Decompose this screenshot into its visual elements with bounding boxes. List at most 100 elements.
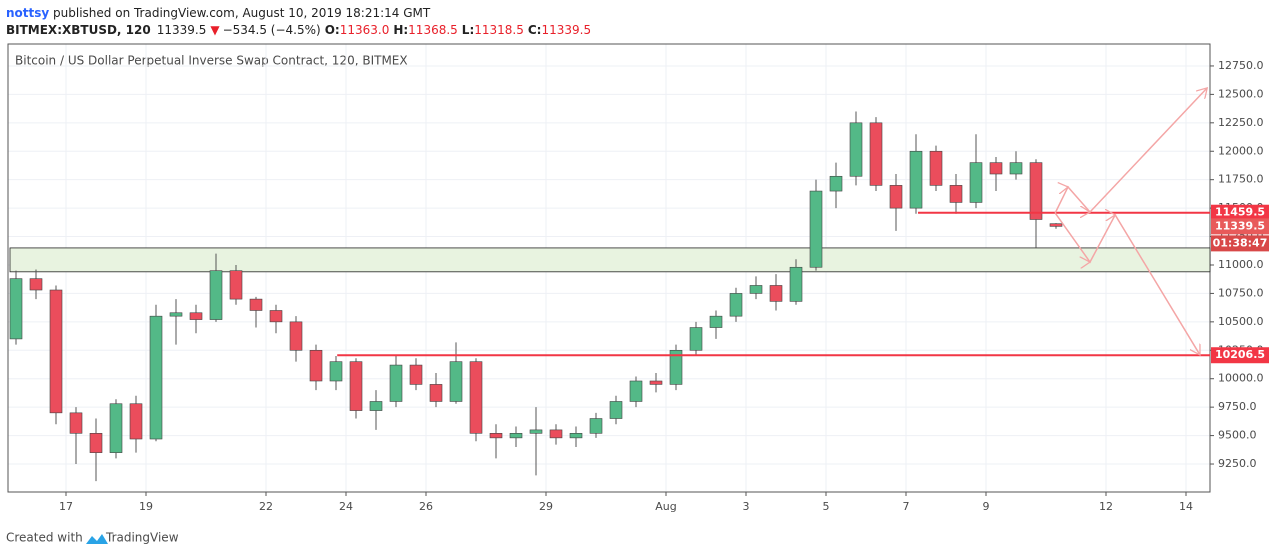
candle-body: [9, 278, 23, 340]
x-tick-label: 9: [983, 500, 990, 513]
level-label: 11459.5: [1215, 206, 1265, 219]
symbol-line: BITMEX:XBTUSD, 120 11339.5 ▼ −534.5 (−4.5%)…: [6, 23, 591, 37]
published: published on TradingView.com, August 10,…: [49, 6, 431, 20]
x-tick-label: Aug: [655, 500, 676, 513]
ohlc-key: C:: [528, 23, 542, 37]
level-label-bg: [1211, 204, 1269, 221]
y-tick-label: 10000.0: [1218, 372, 1264, 385]
chart-title: Bitcoin / US Dollar Perpetual Inverse Sw…: [15, 54, 408, 68]
y-tick-label: 11000.0: [1218, 258, 1264, 271]
candle-body: [589, 418, 603, 434]
candle-body: [269, 310, 283, 323]
x-tick-label: 17: [59, 500, 73, 513]
x-tick-label: 14: [1179, 500, 1193, 513]
x-tick-label: 22: [259, 500, 273, 513]
candle-body: [489, 433, 503, 439]
candle-body: [429, 384, 443, 402]
x-tick-label: 26: [419, 500, 433, 513]
candle-body: [549, 429, 563, 439]
ohlc-key: O:: [325, 23, 340, 37]
y-tick-label: 11750.0: [1218, 173, 1264, 186]
candle-body: [349, 361, 363, 411]
candle-body: [629, 380, 643, 402]
candle-body: [829, 175, 843, 192]
candle-body: [1049, 223, 1063, 227]
x-tick-label: 29: [539, 500, 553, 513]
candle-body: [449, 361, 463, 402]
candle-body: [689, 327, 703, 351]
candle-body: [189, 312, 203, 320]
x-tick-label: 24: [339, 500, 353, 513]
candle-body: [89, 433, 103, 453]
y-tick-label: 9250.0: [1218, 457, 1257, 470]
ohlc-value: 11368.5: [408, 23, 458, 37]
user[interactable]: nottsy: [6, 6, 49, 20]
header: nottsy published on TradingView.com, Aug…: [6, 6, 431, 20]
candle-body: [469, 361, 483, 434]
candle-body: [69, 412, 83, 434]
level-label-bg: [1211, 347, 1269, 364]
x-tick-label: 19: [139, 500, 153, 513]
candle-body: [1009, 162, 1023, 175]
candle-body: [529, 429, 543, 434]
x-tick-label: 5: [823, 500, 830, 513]
brand[interactable]: TradingView: [105, 531, 179, 545]
projection-arrow: [1054, 213, 1200, 355]
ohlc-key: H:: [393, 23, 408, 37]
y-tick-label: 10500.0: [1218, 315, 1264, 328]
x-tick-label: 7: [903, 500, 910, 513]
candle-body: [1029, 162, 1043, 220]
y-tick-label: 12500.0: [1218, 87, 1264, 100]
candle-body: [169, 312, 183, 317]
candle-body: [749, 285, 763, 294]
y-tick-label: 12750.0: [1218, 59, 1264, 72]
y-tick-label: 9500.0: [1218, 429, 1257, 442]
candle-body: [789, 266, 803, 302]
symbol: BITMEX:XBTUSD, 120: [6, 23, 151, 37]
y-tick-label: 12000.0: [1218, 144, 1264, 157]
candle-body: [209, 270, 223, 320]
candle-body: [769, 285, 783, 302]
candle-body: [909, 150, 923, 209]
candle-body: [509, 433, 523, 439]
candle-body: [669, 349, 683, 385]
candle-body: [49, 289, 63, 414]
projection-arrow: [1054, 88, 1207, 213]
candle-body: [249, 298, 263, 311]
countdown-bg: [1211, 235, 1269, 252]
candle-body: [709, 315, 723, 328]
candle-body: [869, 122, 883, 186]
last: 11339.5: [157, 23, 207, 37]
candle-body: [109, 403, 123, 453]
change: −534.5 (−4.5%): [223, 23, 321, 37]
ohlc-key: L:: [462, 23, 474, 37]
ohlc-value: 11339.5: [541, 23, 591, 37]
level-label: 10206.5: [1215, 348, 1265, 361]
candle-body: [369, 401, 383, 411]
countdown: 01:38:47: [1213, 236, 1268, 249]
candle-body: [609, 401, 623, 419]
candle-body: [949, 185, 963, 203]
candle-body: [969, 162, 983, 203]
candle-body: [289, 321, 303, 351]
logo: [86, 534, 108, 544]
candle-body: [649, 380, 663, 385]
candle-body: [329, 361, 343, 382]
candle-body: [989, 162, 1003, 175]
x-tick-label: 12: [1099, 500, 1113, 513]
zone: [9, 247, 1211, 273]
ohlc-value: 11318.5: [474, 23, 524, 37]
y-tick-label: 9750.0: [1218, 400, 1257, 413]
candle-body: [129, 403, 143, 440]
candle-body: [229, 270, 243, 300]
y-tick-label: 10750.0: [1218, 286, 1264, 299]
x-tick-label: 3: [743, 500, 750, 513]
candle-body: [809, 190, 823, 268]
last-label-bg: [1211, 218, 1269, 235]
candle-body: [389, 364, 403, 402]
last-label: 11339.5: [1215, 219, 1265, 232]
candle-body: [309, 349, 323, 382]
arrow: ▼: [210, 23, 220, 37]
